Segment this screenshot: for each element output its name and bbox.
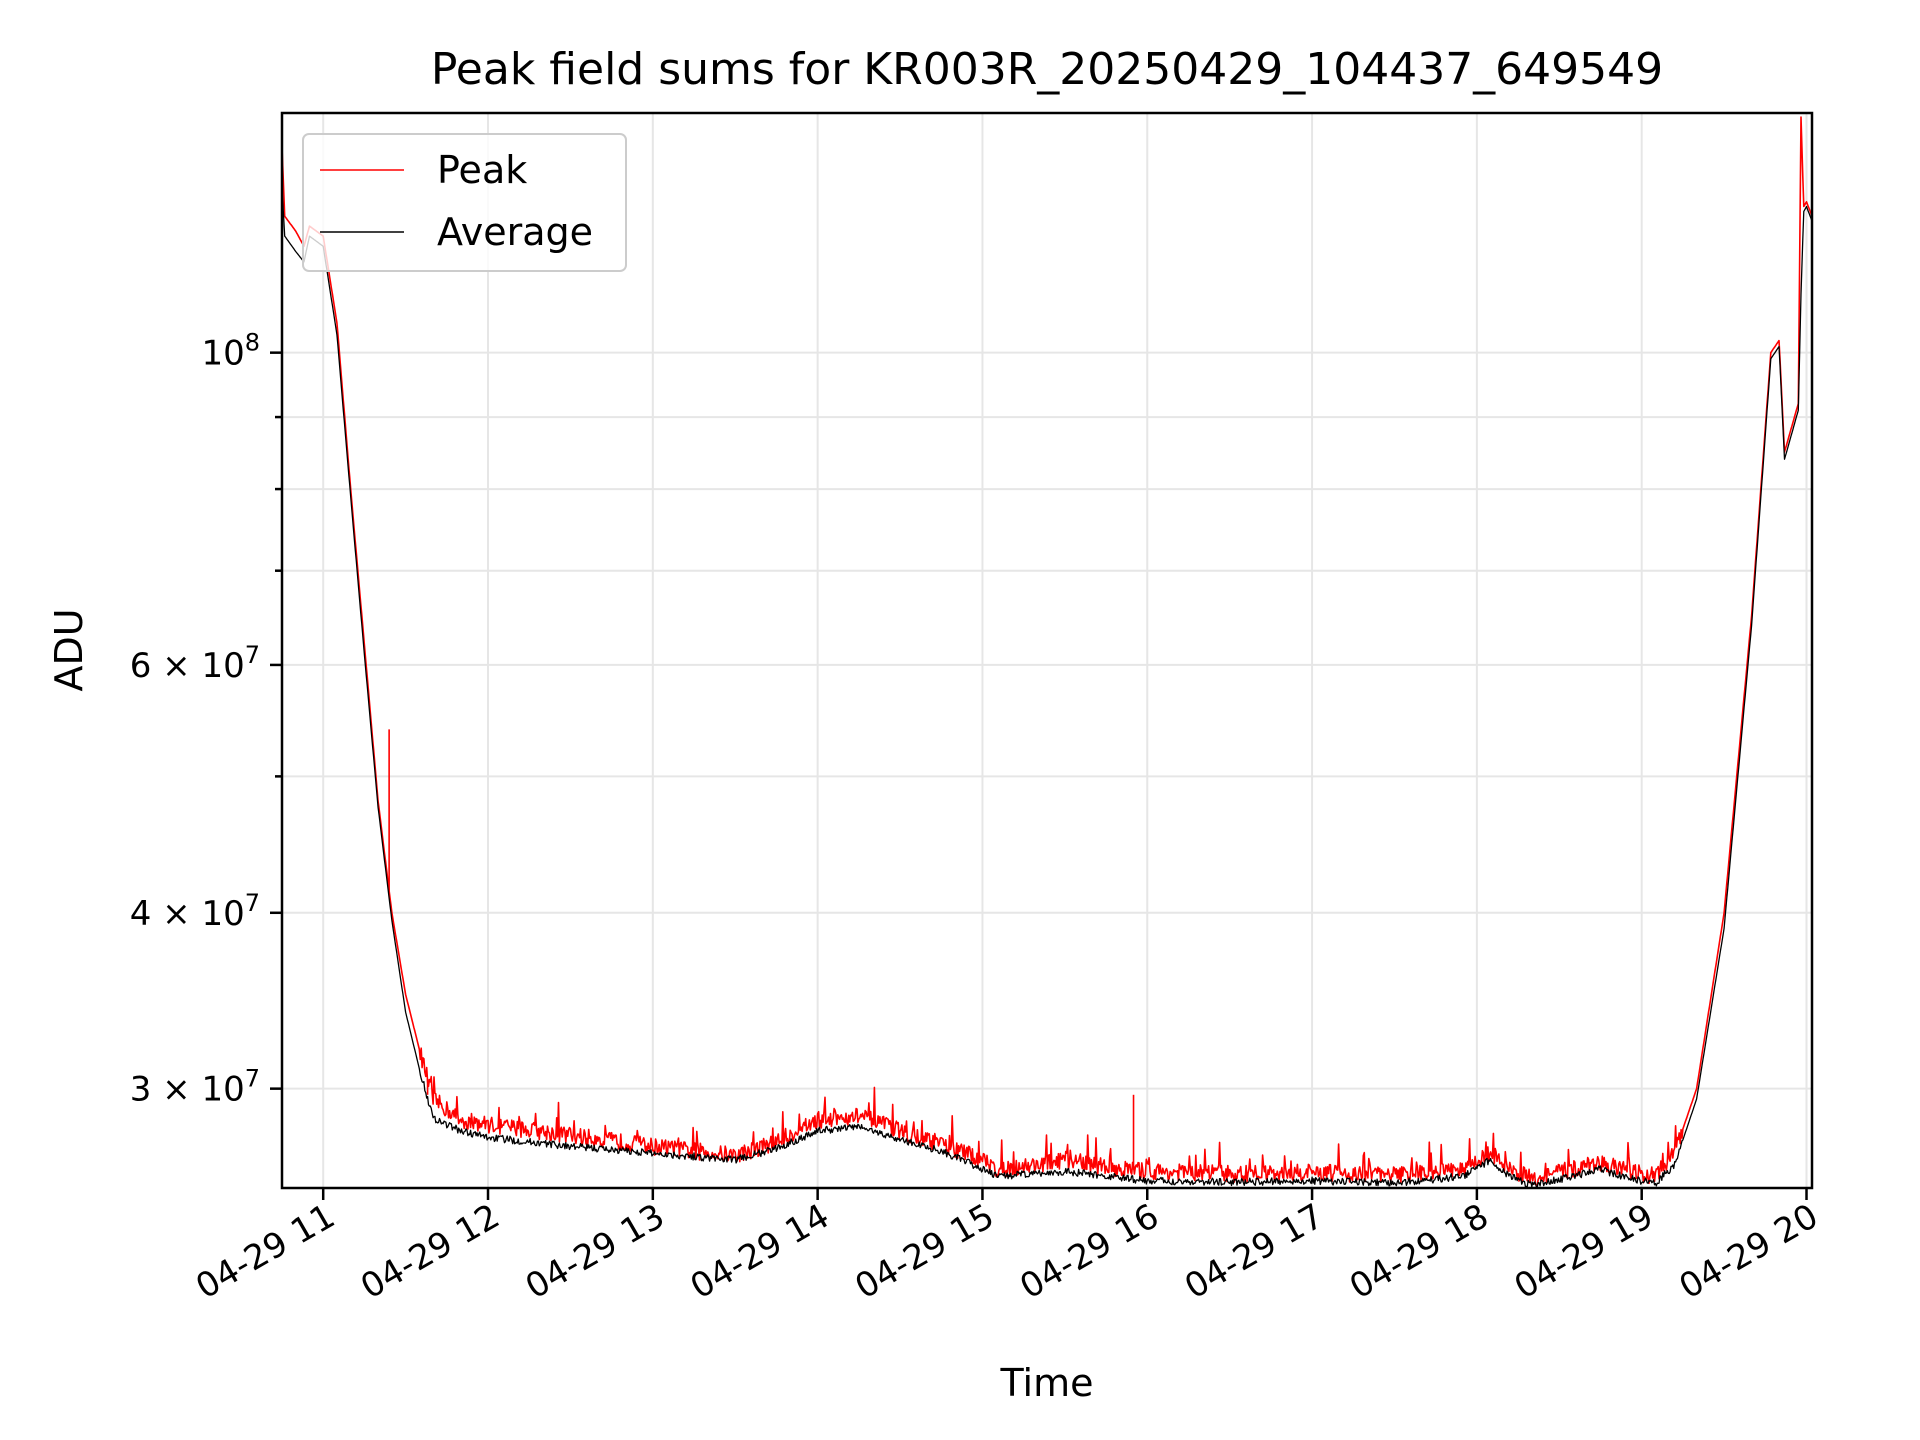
y-tick-label: 3 × 107 (130, 1065, 260, 1110)
chart-title: Peak field sums for KR003R_20250429_1044… (431, 44, 1663, 95)
series-layer (281, 116, 1813, 1188)
series-line-average (281, 187, 1813, 1188)
y-axis-label: ADU (47, 608, 91, 691)
series-line-peak (281, 116, 1813, 1186)
y-tick-label: 6 × 107 (130, 641, 260, 686)
legend: Peak Average (302, 133, 627, 272)
legend-label-average: Average (437, 210, 593, 254)
y-tick-label: 4 × 107 (130, 889, 260, 934)
x-axis-label: Time (1000, 1361, 1094, 1405)
legend-label-peak: Peak (437, 148, 527, 192)
legend-box (302, 133, 627, 272)
plot-frame (280, 111, 1814, 1190)
grid (282, 113, 1812, 1188)
